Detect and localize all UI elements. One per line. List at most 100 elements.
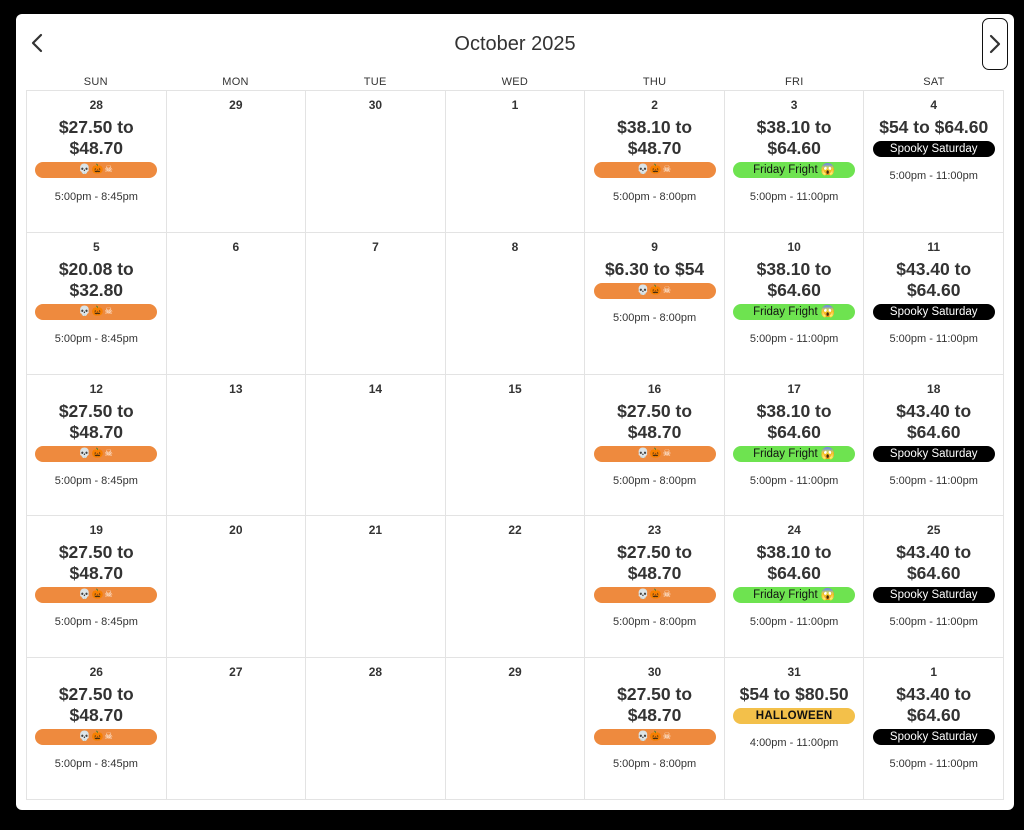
day-number: 6 — [232, 239, 240, 254]
price-range: $27.50 to $48.70 — [58, 117, 134, 158]
event-badge: Spooky Saturday — [872, 445, 995, 462]
day-number: 2 — [651, 98, 658, 112]
day-number: 24 — [787, 523, 801, 538]
next-month-button[interactable] — [982, 18, 1008, 70]
day-number: 29 — [508, 665, 522, 680]
calendar-day-cell[interactable]: 31 $54 to $80.50 HALLOWEEN 4:00pm - 11:00pm — [724, 658, 865, 800]
calendar-day-cell[interactable]: 18 $43.40 to $64.60 Spooky Saturday 5:00pm … — [864, 374, 1004, 517]
day-number: 20 — [229, 523, 243, 538]
event-badge: 💀🎃☠ — [35, 445, 158, 462]
calendar-day-cell[interactable]: 30 $27.50 to $48.70 💀🎃☠ 5:00pm - 8:00pm — [585, 658, 725, 800]
event-badge: Spooky Saturday — [872, 587, 995, 604]
calendar-day-cell[interactable]: 10 $38.10 to $64.60 Friday Fright 😱 5:00pm … — [724, 232, 865, 375]
calendar-day-cell: 14 — [306, 374, 446, 517]
price-range: $54 to $80.50 — [739, 684, 849, 705]
event-badge: 💀🎃☠ — [593, 445, 716, 462]
price-range: $43.40 to $64.60 — [896, 542, 972, 584]
price-range: $43.40 to $64.60 — [896, 258, 972, 300]
day-number: 7 — [372, 239, 379, 254]
weekday-label: FRI — [784, 76, 804, 88]
event-badge: Friday Fright 😱 — [733, 587, 856, 604]
day-number: 23 — [647, 523, 662, 538]
price-range: $38.10 to $64.60 — [756, 542, 832, 584]
calendar-day-cell[interactable]: 26 $27.50 to $48.70 💀🎃☠ 5:00pm - 8:45pm — [27, 658, 167, 800]
event-badge: 💀🎃☠ — [593, 162, 716, 178]
calendar-day-cell[interactable]: 1 $43.40 to $64.60 Spooky Saturday 5:00pm -… — [864, 658, 1004, 800]
event-badge: Spooky Saturday — [872, 141, 995, 157]
day-number: 31 — [787, 665, 801, 680]
price-range: $38.10 to $64.60 — [756, 117, 832, 158]
weekday-label: WED — [501, 76, 529, 88]
day-number: 19 — [89, 523, 103, 538]
weekday-label: MON — [222, 76, 249, 88]
calendar-day-cell[interactable]: 24 $38.10 to $64.60 Friday Fright 😱 5:00pm … — [724, 516, 865, 659]
day-number: 3 — [790, 98, 798, 112]
day-number: 17 — [787, 381, 801, 396]
event-time: 5:00pm - 8:00pm — [612, 191, 697, 203]
calendar-day-cell[interactable]: 12 $27.50 to $48.70 💀🎃☠ 5:00pm - 8:45pm — [27, 374, 167, 517]
price-range: $38.10 to $48.70 — [617, 117, 693, 158]
calendar-day-cell[interactable]: 25 $43.40 to $64.60 Spooky Saturday 5:00pm … — [864, 516, 1004, 659]
calendar-day-cell[interactable]: 28 $27.50 to $48.70 💀🎃☠ 5:00pm - 8:45pm — [27, 91, 167, 233]
calendar-day-cell[interactable]: 2 $38.10 to $48.70 💀🎃☠ 5:00pm - 8:00pm — [585, 91, 725, 233]
day-number: 22 — [508, 523, 522, 538]
calendar-day-cell: 21 — [306, 516, 446, 659]
calendar-day-cell[interactable]: 16 $27.50 to $48.70 💀🎃☠ 5:00pm - 8:00pm — [585, 374, 725, 517]
event-time: 4:00pm - 11:00pm — [749, 737, 839, 750]
event-time: 5:00pm - 8:00pm — [612, 474, 697, 487]
day-number: 1 — [930, 665, 938, 680]
event-badge: Friday Fright 😱 — [733, 445, 856, 462]
prev-month-button[interactable] — [24, 30, 50, 56]
calendar-day-cell[interactable]: 5 $20.08 to $32.80 💀🎃☠ 5:00pm - 8:45pm — [27, 232, 167, 375]
price-range: $38.10 to $64.60 — [756, 258, 832, 300]
calendar-day-cell[interactable]: 17 $38.10 to $64.60 Friday Fright 😱 5:00pm … — [724, 374, 865, 517]
event-badge: 💀🎃☠ — [593, 282, 716, 299]
event-badge: 💀🎃☠ — [35, 303, 158, 320]
price-range: $6.30 to $54 — [604, 258, 705, 279]
price-range: $43.40 to $64.60 — [896, 400, 972, 442]
day-number: 5 — [92, 239, 100, 254]
price-range: $27.50 to $48.70 — [617, 400, 693, 442]
chevron-right-icon — [989, 34, 1001, 54]
day-number: 28 — [368, 665, 383, 680]
day-number: 30 — [647, 665, 662, 680]
price-range: $43.40 to $64.60 — [896, 684, 972, 726]
event-badge: Spooky Saturday — [872, 303, 995, 320]
price-range: $27.50 to $48.70 — [617, 684, 693, 726]
calendar-day-cell[interactable]: 23 $27.50 to $48.70 💀🎃☠ 5:00pm - 8:00pm — [585, 516, 725, 659]
event-time: 5:00pm - 11:00pm — [889, 332, 978, 345]
event-time: 5:00pm - 11:00pm — [749, 332, 839, 345]
day-number: 13 — [229, 381, 243, 396]
day-number: 26 — [89, 665, 103, 680]
calendar-header: October 2025 — [16, 14, 1014, 74]
event-badge: 💀🎃☠ — [35, 587, 158, 604]
calendar-day-cell[interactable]: 4 $54 to $64.60 Spooky Saturday 5:00pm - 11… — [864, 91, 1004, 233]
day-number: 1 — [511, 98, 519, 112]
calendar-day-cell[interactable]: 11 $43.40 to $64.60 Spooky Saturday 5:00pm … — [864, 232, 1004, 375]
event-time: 5:00pm - 8:45pm — [54, 616, 138, 629]
calendar-day-cell: 7 — [306, 232, 446, 375]
event-time: 5:00pm - 11:00pm — [889, 474, 978, 487]
calendar-day-cell: 8 — [445, 232, 586, 375]
calendar-day-cell: 20 — [166, 516, 307, 659]
day-number: 8 — [511, 239, 519, 254]
day-number: 25 — [927, 523, 941, 538]
price-range: $27.50 to $48.70 — [58, 684, 134, 726]
calendar-day-cell[interactable]: 3 $38.10 to $64.60 Friday Fright 😱 5:00pm -… — [724, 91, 865, 233]
day-number: 15 — [508, 381, 522, 396]
event-badge: 💀🎃☠ — [35, 162, 158, 178]
day-number: 14 — [368, 381, 383, 396]
event-time: 5:00pm - 11:00pm — [749, 616, 839, 629]
price-range: $27.50 to $48.70 — [58, 542, 134, 584]
calendar-day-cell[interactable]: 19 $27.50 to $48.70 💀🎃☠ 5:00pm - 8:45pm — [27, 516, 167, 659]
calendar-day-cell: 13 — [166, 374, 307, 517]
calendar-day-cell[interactable]: 9 $6.30 to $54 💀🎃☠ 5:00pm - 8:00pm — [585, 232, 725, 375]
day-number: 29 — [229, 98, 243, 112]
event-time: 5:00pm - 8:45pm — [54, 332, 138, 345]
event-badge: 💀🎃☠ — [35, 729, 158, 746]
event-time: 5:00pm - 8:00pm — [612, 311, 697, 324]
event-time: 5:00pm - 8:00pm — [612, 758, 697, 771]
calendar-day-cell: 30 — [306, 91, 446, 233]
day-number: 30 — [368, 98, 383, 112]
event-time: 5:00pm - 11:00pm — [889, 758, 978, 771]
